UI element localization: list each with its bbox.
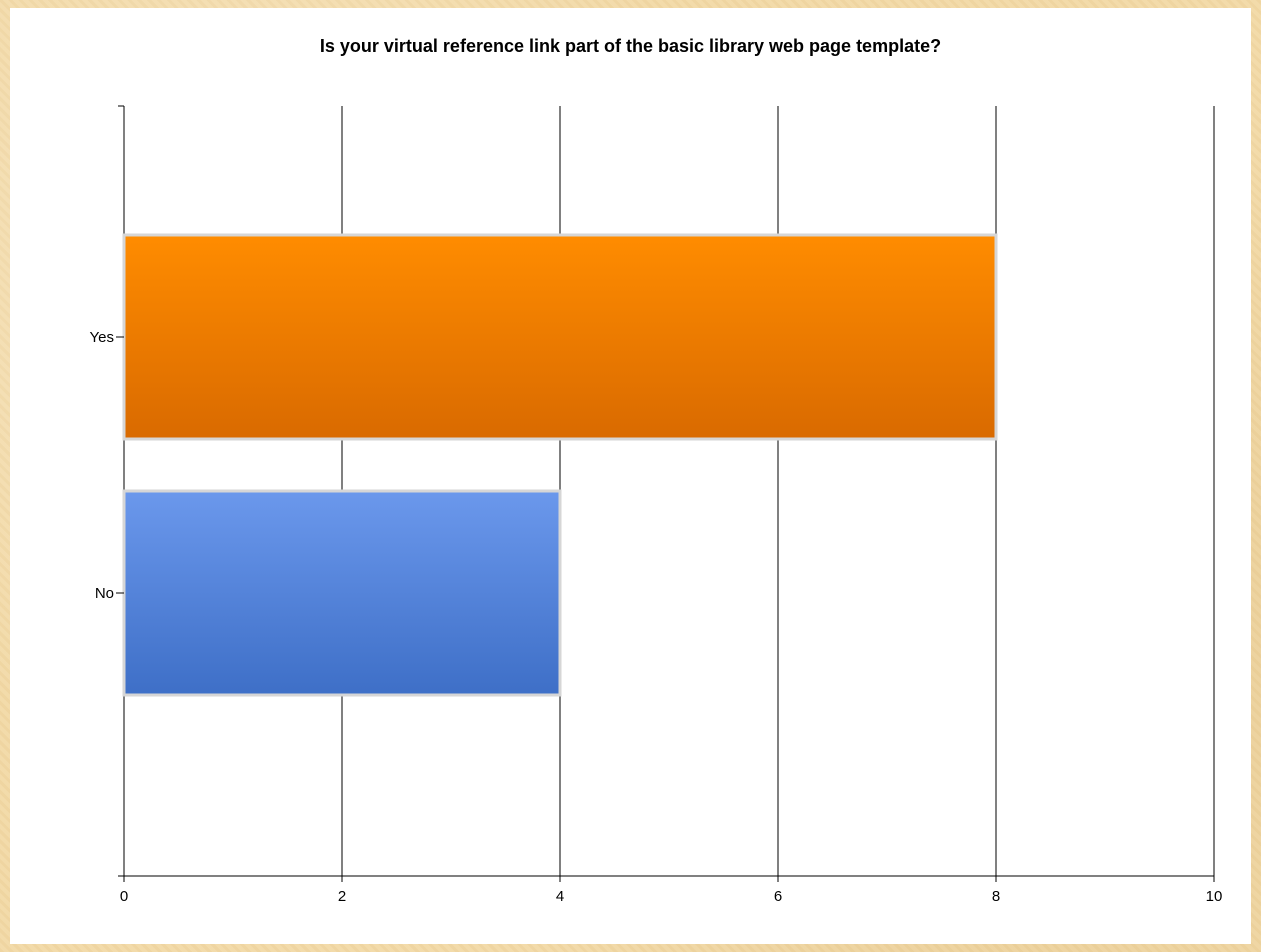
x-tick-label-6: 6 [774, 888, 782, 905]
chart-frame [10, 8, 1251, 944]
x-tick-label-4: 4 [556, 888, 564, 905]
y-tick-label-yes: Yes [90, 329, 114, 346]
x-tick-label-2: 2 [338, 888, 346, 905]
x-tick-label-0: 0 [120, 888, 128, 905]
bar-yes [122, 233, 998, 441]
bar-no [122, 489, 562, 697]
chart-title: Is your virtual reference link part of t… [319, 36, 942, 56]
x-tick-label-8: 8 [992, 888, 1000, 905]
y-tick-label-no: No [95, 585, 114, 602]
x-tick-label-10: 10 [1206, 888, 1223, 905]
